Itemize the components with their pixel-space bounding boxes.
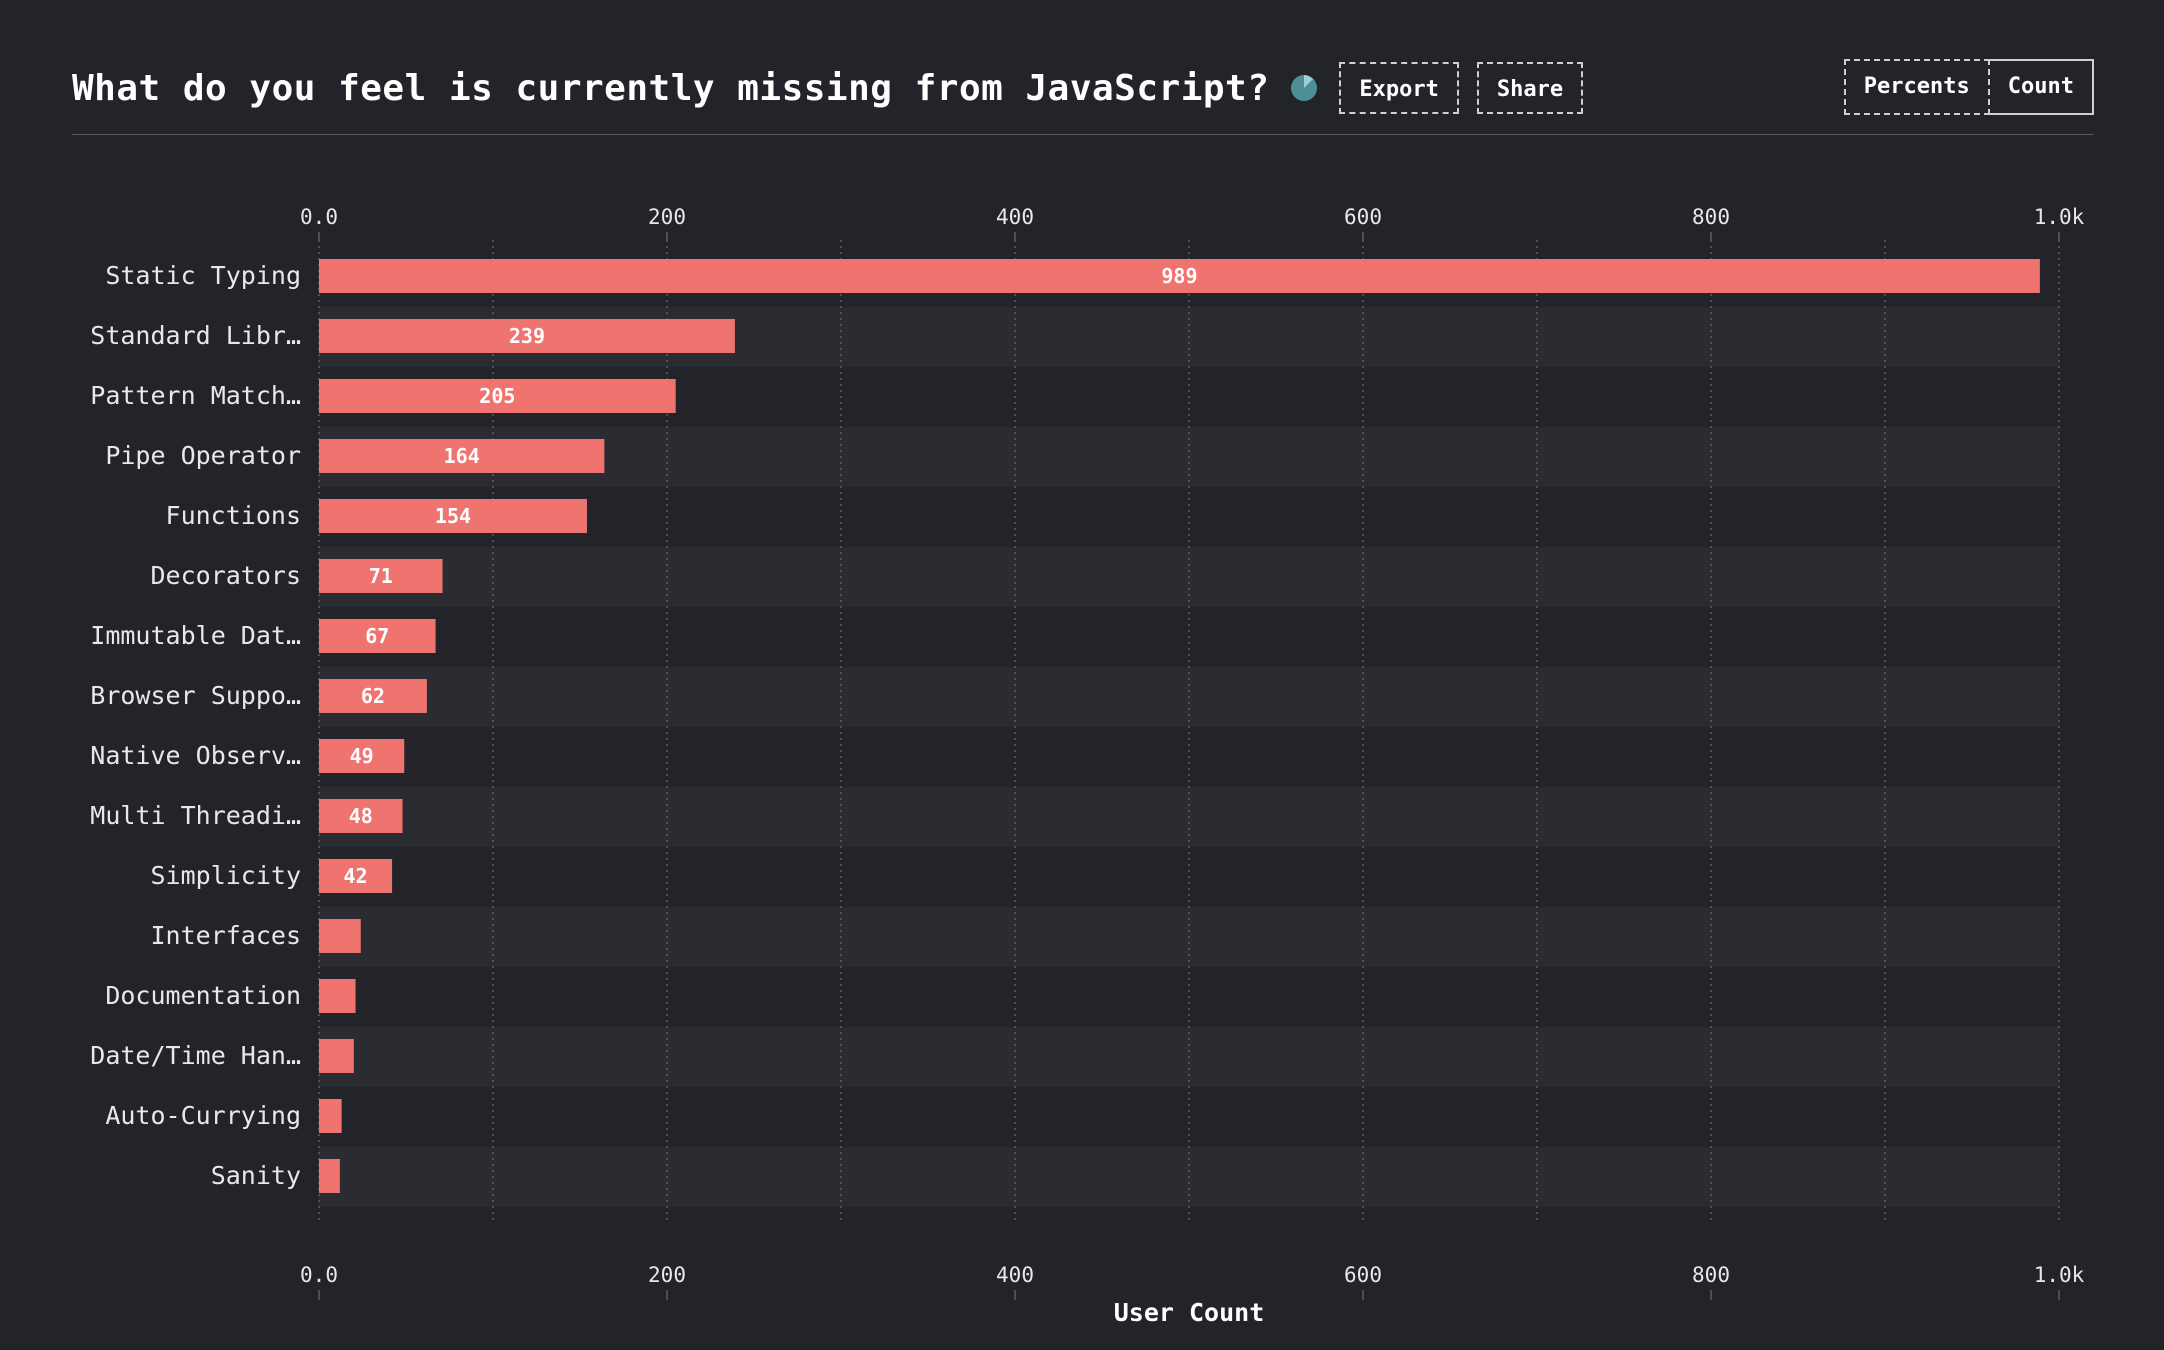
category-label: Auto-Currying [105,1101,301,1130]
x-tick-label-bottom: 600 [1344,1263,1382,1287]
x-tick-label-top: 600 [1344,205,1382,229]
x-tick-label-top: 400 [996,205,1034,229]
data-label: 164 [444,444,480,468]
x-tick-label-bottom: 800 [1692,1263,1730,1287]
bar[interactable] [319,559,443,593]
data-label: 205 [479,384,515,408]
category-label: Date/Time Han… [90,1041,301,1070]
category-label: Functions [166,501,301,530]
x-tick-label-top: 1.0k [2034,205,2085,229]
x-tick-label-top: 0.0 [300,205,338,229]
category-label: Browser Suppo… [90,681,301,710]
pie-chart-icon[interactable] [1289,73,1319,103]
count-toggle-button[interactable]: Count [1989,59,2094,115]
category-label: Standard Libr… [90,321,301,350]
bar[interactable] [319,499,587,533]
data-label: 154 [435,504,471,528]
bar[interactable] [319,379,676,413]
chart-title: What do you feel is currently missing fr… [72,67,1270,109]
chart-header: What do you feel is currently missing fr… [72,58,1584,118]
category-label: Interfaces [150,921,301,950]
category-label: Pattern Match… [90,381,301,410]
bar[interactable] [319,319,735,353]
x-tick-label-bottom: 400 [996,1263,1034,1287]
bar[interactable] [319,919,361,953]
x-tick-label-bottom: 0.0 [300,1263,338,1287]
category-label: Sanity [211,1161,301,1190]
bar[interactable] [319,859,393,893]
bar[interactable] [319,259,2040,293]
bar[interactable] [319,439,605,473]
category-label: Documentation [105,981,301,1010]
bar[interactable] [319,739,405,773]
bar[interactable] [319,1159,340,1193]
bar[interactable] [319,1039,354,1073]
data-label: 67 [365,624,389,648]
data-label: 49 [350,744,374,768]
data-label: 48 [349,804,373,828]
data-label: 42 [343,864,367,888]
category-label: Pipe Operator [105,441,301,470]
category-label: Decorators [150,561,301,590]
x-tick-label-top: 800 [1692,205,1730,229]
x-tick-label-top: 200 [648,205,686,229]
data-label: 62 [361,684,385,708]
category-label: Native Observ… [90,741,301,770]
bar[interactable] [319,979,356,1013]
header-divider [72,134,2094,135]
category-label: Multi Threadi… [90,801,301,830]
bar[interactable] [319,619,436,653]
category-label: Simplicity [150,861,301,890]
data-label: 239 [509,324,545,348]
data-label: 71 [369,564,393,588]
category-label: Static Typing [105,261,301,290]
x-axis-label: User Count [1114,1298,1265,1327]
category-label: Immutable Dat… [90,621,301,650]
x-tick-label-bottom: 1.0k [2034,1263,2085,1287]
bar[interactable] [319,799,403,833]
x-tick-label-bottom: 200 [648,1263,686,1287]
export-button[interactable]: Export [1339,62,1459,114]
bar[interactable] [319,1099,342,1133]
percents-toggle-button[interactable]: Percents [1843,59,1990,115]
bar[interactable] [319,679,427,713]
data-label: 989 [1161,264,1197,288]
units-toggle: Percents Count [1843,59,2094,115]
share-button[interactable]: Share [1476,62,1584,114]
